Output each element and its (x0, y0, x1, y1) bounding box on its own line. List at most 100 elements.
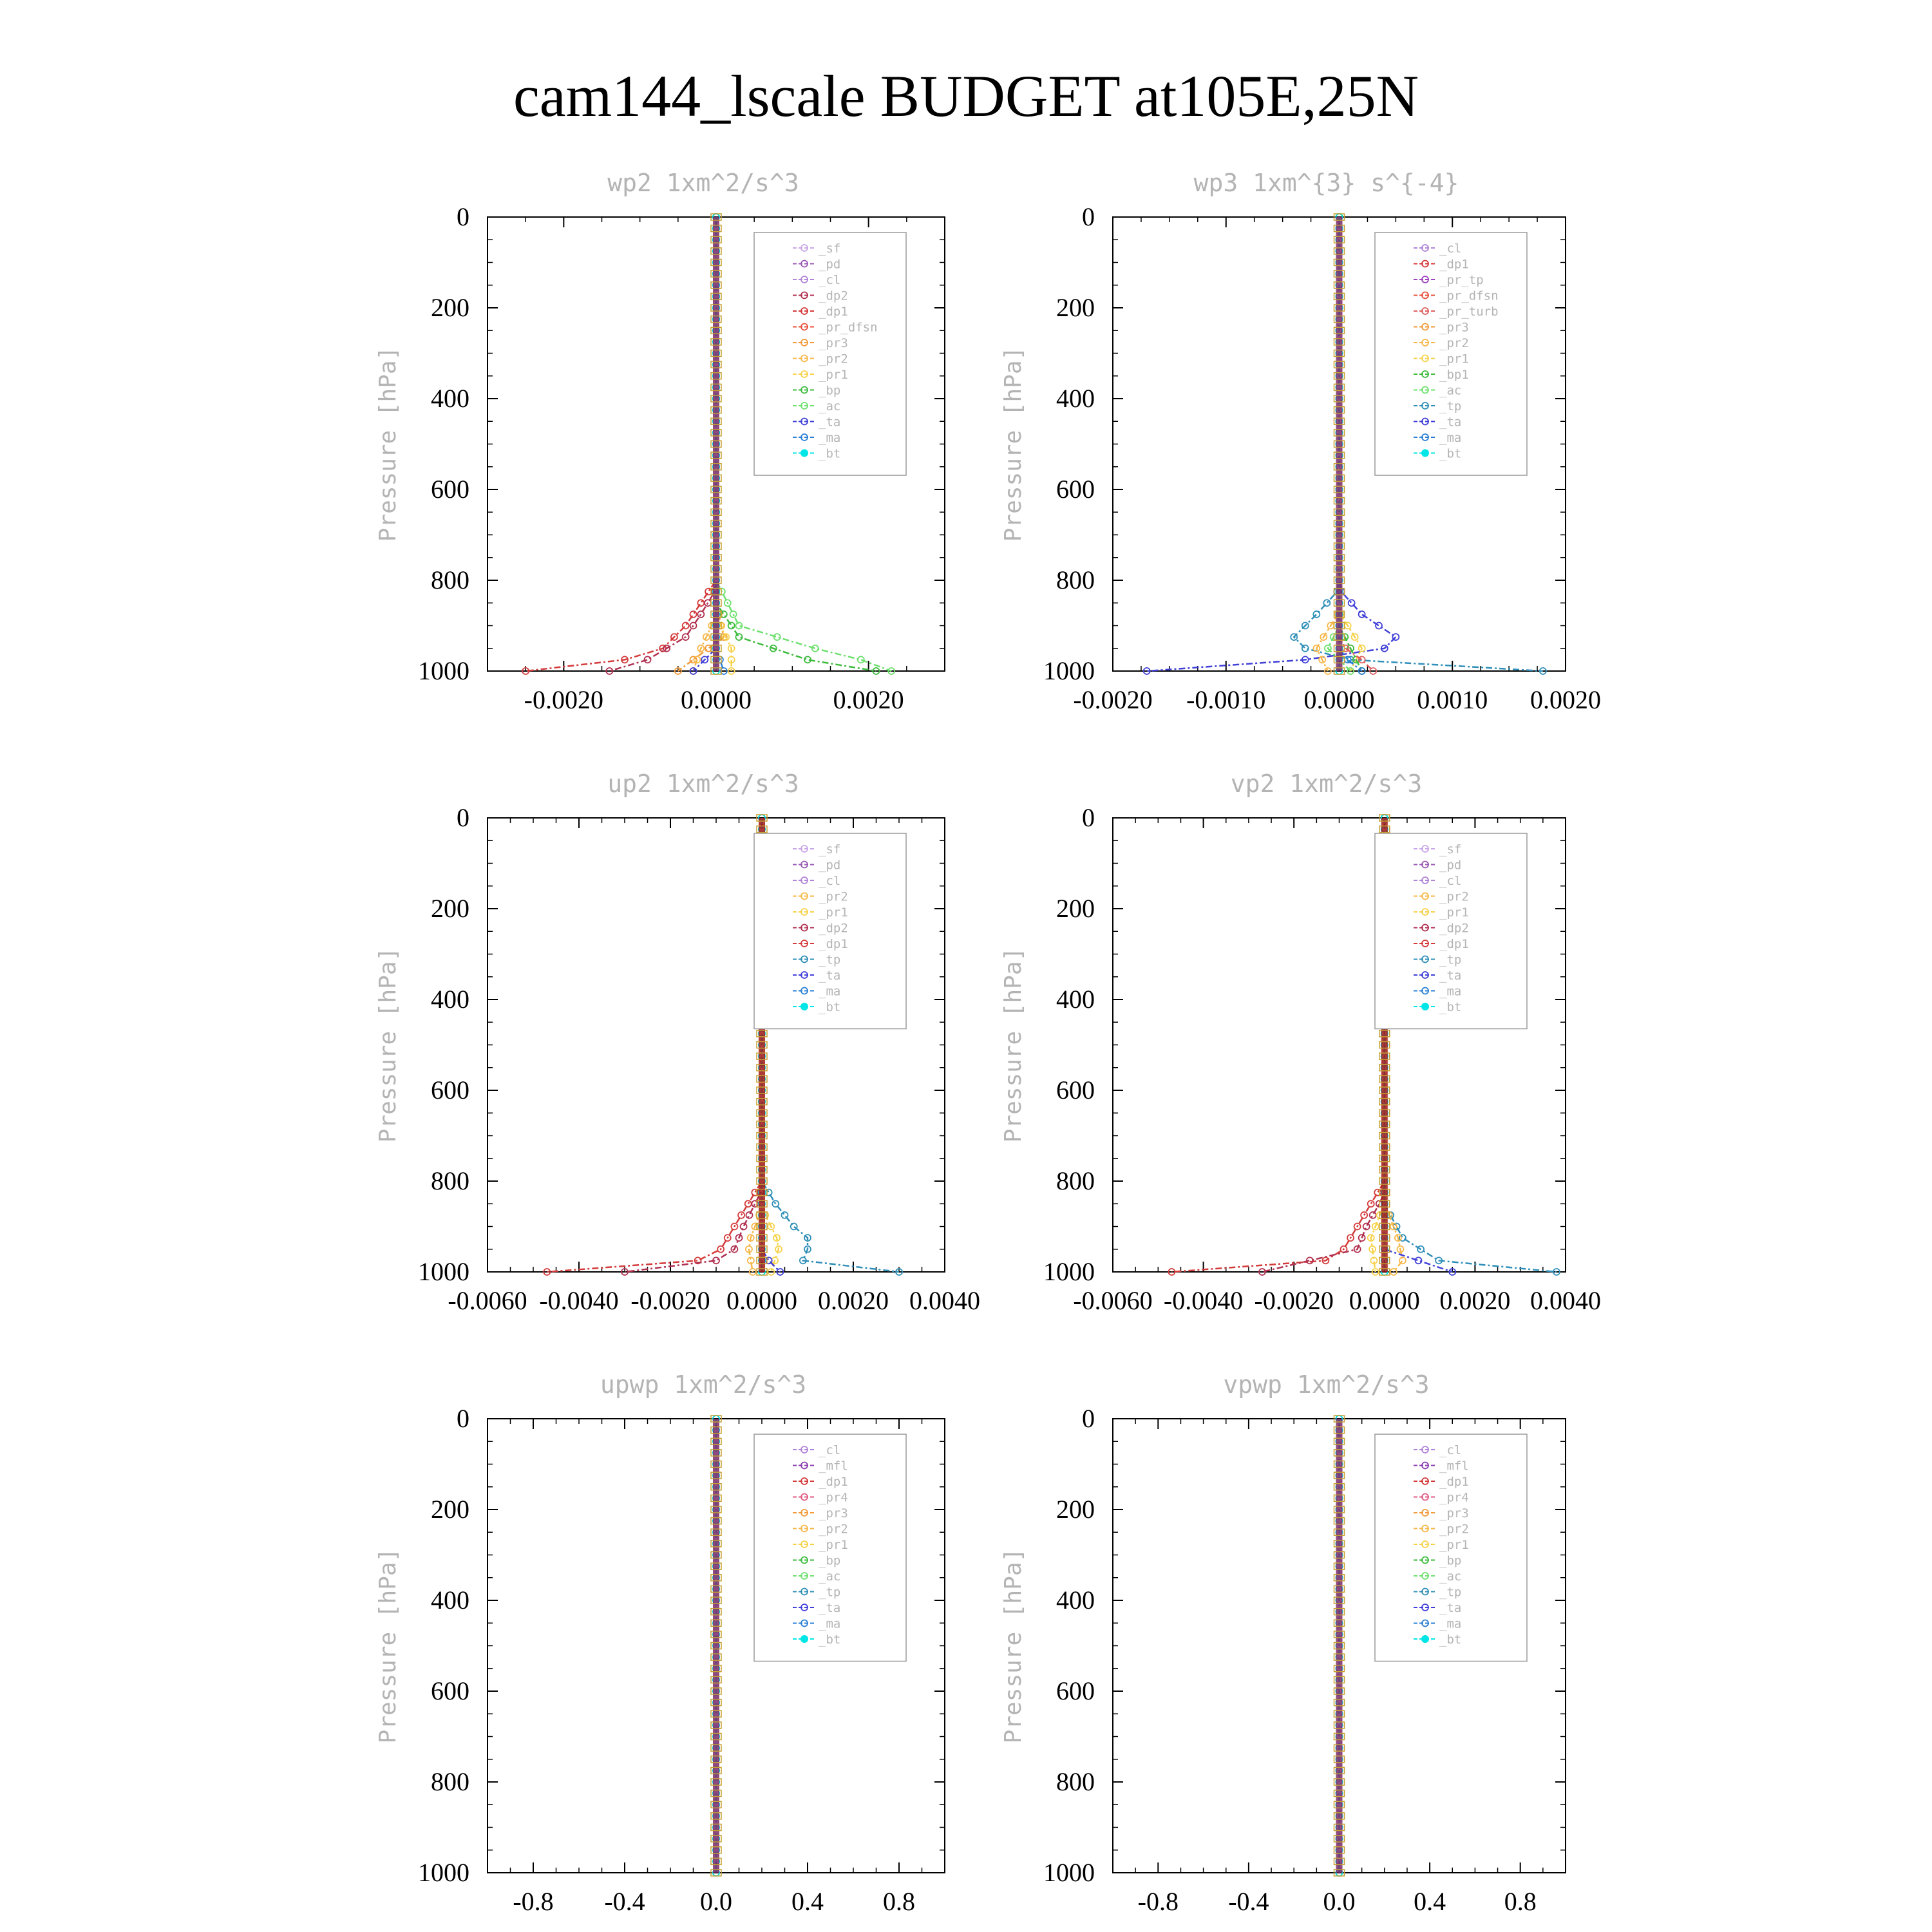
legend-marker (1421, 1461, 1429, 1470)
legend-marker (1421, 1604, 1429, 1611)
zero-line-marker (710, 531, 722, 539)
zero-line-marker (710, 1619, 722, 1627)
chart-title: wp3 1xm^{3} s^{-4} (1194, 169, 1459, 197)
zero-line-stack (1336, 217, 1343, 671)
series-marker (1347, 1234, 1354, 1242)
series-marker (701, 656, 709, 664)
legend-label: _cl (819, 874, 840, 888)
zero-line-marker (710, 486, 722, 493)
y-tick-label: 1000 (418, 656, 469, 685)
series-marker (643, 656, 652, 664)
series-marker (1399, 1256, 1406, 1265)
legend-marker (800, 402, 808, 410)
series-marker (689, 610, 697, 618)
zero-line-marker (710, 395, 722, 402)
series-marker (735, 633, 743, 641)
zero-line-marker (1333, 1789, 1345, 1797)
series-marker (764, 1256, 773, 1265)
legend-marker (1421, 244, 1429, 252)
zero-line-marker (1379, 1268, 1390, 1276)
zero-line-marker (710, 1506, 722, 1513)
series-marker (773, 1234, 781, 1242)
legend-label: _ac (1439, 384, 1461, 398)
legend-label: _dp2 (819, 922, 848, 936)
zero-line-marker (710, 383, 722, 392)
zero-line-marker (1333, 247, 1345, 255)
zero-line-marker (710, 1823, 722, 1832)
series-marker (799, 1256, 807, 1265)
zero-line-marker (756, 1109, 768, 1117)
zero-line-marker (1333, 1472, 1345, 1479)
legend-box (1374, 1434, 1528, 1662)
legend-label: _ta (819, 415, 840, 430)
series-line (1146, 217, 1397, 672)
legend-box (753, 232, 907, 476)
x-tick-label: -0.0020 (630, 1286, 710, 1315)
zero-line-marker (756, 1143, 768, 1151)
zero-line-marker (1333, 1494, 1345, 1502)
legend-marker (800, 1540, 808, 1548)
series-marker (1290, 633, 1298, 641)
zero-line-marker (1379, 825, 1390, 833)
y-axis-label: Pressure [hPa] (1000, 1548, 1027, 1743)
series-marker (746, 1256, 755, 1265)
zero-line-marker (1333, 611, 1345, 618)
series-marker (1435, 1256, 1443, 1265)
legend-marker (800, 354, 808, 363)
zero-line-marker (1333, 236, 1345, 243)
legend-marker (1421, 402, 1429, 410)
series-marker (1312, 610, 1321, 618)
zero-line-marker (710, 463, 722, 471)
zero-line-marker (710, 1801, 722, 1808)
x-tick-label: 0.4 (1414, 1887, 1446, 1916)
series-marker (1324, 644, 1332, 652)
series-marker (735, 621, 743, 630)
chart-panel-4: vp2 1xm^2/s^3 Pressure [hPa] 0 200 400 600 800… (1000, 770, 1601, 1315)
legend-label: _pr2 (819, 1522, 848, 1537)
legend-label: _pr1 (819, 368, 848, 382)
zero-line-marker (1333, 406, 1345, 414)
series-marker (790, 1222, 798, 1231)
y-tick-label: 800 (1056, 1767, 1095, 1796)
legend-marker (1421, 1509, 1429, 1517)
x-tick-label: -0.0020 (1255, 1286, 1334, 1315)
y-tick-label: 0 (457, 202, 469, 231)
series-marker (1389, 1222, 1397, 1231)
zero-line-marker (1333, 656, 1345, 664)
series-marker (769, 644, 777, 652)
zero-line-marker (710, 508, 722, 516)
series-marker (1323, 599, 1331, 607)
legend-label: _bt (819, 1633, 840, 1647)
y-axis-label: Pressure [hPa] (375, 947, 401, 1142)
zero-line-marker (1333, 372, 1345, 380)
series-marker (1347, 667, 1354, 675)
zero-line-marker (1333, 1619, 1345, 1627)
legend-label: _mfl (1439, 1459, 1469, 1473)
legend-label: _pr3 (1439, 1506, 1469, 1520)
legend-marker (1421, 417, 1429, 426)
zero-line-marker (710, 1835, 722, 1842)
zero-line-marker (710, 327, 722, 334)
x-tick-label: 0.0040 (1530, 1286, 1601, 1315)
legend-label: _sf (819, 242, 840, 256)
y-tick-label: 600 (431, 475, 469, 504)
legend-label: _pr1 (819, 1538, 848, 1552)
legend-marker (800, 291, 808, 299)
y-tick-label: 0 (1082, 803, 1095, 832)
zero-line-marker (1333, 1710, 1345, 1718)
series-marker (1362, 1222, 1370, 1231)
zero-line-marker (1333, 667, 1345, 675)
series-marker (1358, 667, 1366, 675)
x-tick-label: 0.0020 (818, 1286, 889, 1315)
zero-line-marker (756, 814, 768, 822)
legend-label: _bp1 (1439, 368, 1469, 382)
zero-line-marker (1333, 1869, 1345, 1877)
zero-line-marker (710, 406, 722, 414)
zero-line-marker (1333, 270, 1345, 278)
zero-line-marker (1333, 1766, 1345, 1775)
series-marker (1350, 633, 1359, 641)
series-marker (1367, 1234, 1375, 1242)
zero-line-marker (710, 236, 722, 243)
legend-label: _ac (819, 399, 840, 413)
series-marker (1539, 667, 1547, 675)
